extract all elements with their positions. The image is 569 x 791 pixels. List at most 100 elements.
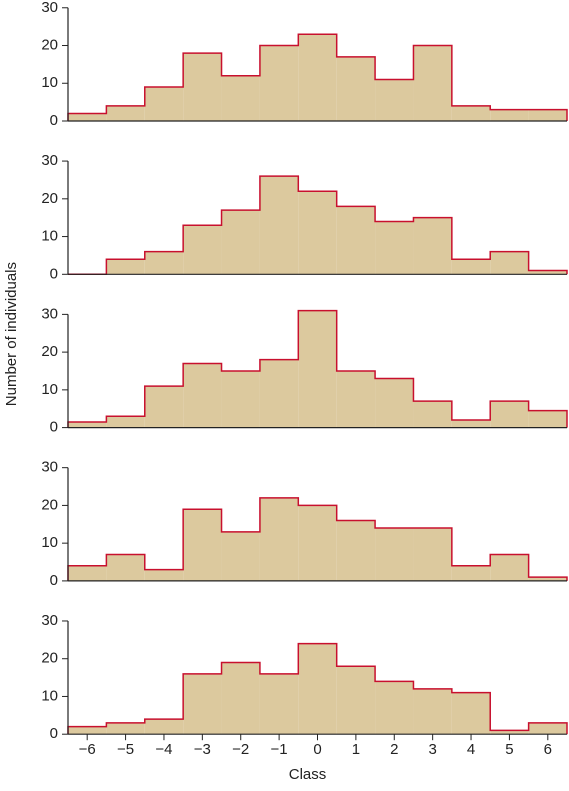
- y-tick-label: 0: [50, 725, 58, 742]
- bar: [298, 643, 337, 735]
- x-tick-label: −6: [79, 741, 96, 758]
- bar: [490, 251, 529, 275]
- y-tick-label: 20: [41, 190, 58, 207]
- x-tick-label: 1: [352, 741, 360, 758]
- bar: [106, 554, 145, 581]
- bar: [183, 225, 222, 275]
- bar: [298, 310, 337, 428]
- bar: [528, 410, 567, 428]
- bar: [68, 726, 107, 735]
- bar: [413, 401, 452, 428]
- y-tick-label: 10: [41, 534, 58, 551]
- bar: [490, 730, 529, 735]
- x-tick-label: 4: [467, 741, 475, 758]
- bar: [336, 666, 376, 735]
- bar: [336, 56, 376, 121]
- bar: [451, 259, 491, 275]
- y-tick-label: 30: [41, 152, 58, 169]
- bar: [528, 722, 567, 735]
- bar: [336, 520, 376, 581]
- bar: [259, 497, 299, 581]
- bar: [144, 87, 184, 121]
- y-tick-label: 0: [50, 112, 58, 129]
- bar: [451, 420, 491, 428]
- bar: [259, 176, 299, 275]
- y-tick-label: 20: [41, 496, 58, 513]
- y-tick-label: 30: [41, 0, 58, 16]
- y-tick-label: 30: [41, 459, 58, 476]
- bar: [68, 113, 107, 121]
- y-axis-label: Number of individuals: [3, 262, 20, 406]
- bar: [259, 673, 299, 735]
- bar: [183, 363, 222, 428]
- outline: [67, 309, 568, 428]
- bar: [221, 370, 260, 428]
- outline: [68, 175, 568, 276]
- bar: [183, 53, 222, 122]
- bar: [144, 251, 184, 275]
- y-tick-label: 10: [41, 687, 58, 704]
- x-tick-label: −4: [155, 741, 172, 758]
- bar: [221, 210, 260, 275]
- bar: [106, 722, 145, 735]
- bar: [336, 206, 376, 275]
- bar: [413, 688, 452, 735]
- y-tick-label: 0: [50, 572, 58, 589]
- bar: [144, 386, 184, 428]
- bar: [259, 359, 299, 428]
- bar: [375, 378, 414, 428]
- bar: [298, 505, 337, 581]
- bar: [106, 416, 145, 428]
- x-axis-label: Class: [289, 766, 327, 783]
- bar: [451, 105, 491, 121]
- bar: [490, 401, 529, 428]
- bar: [221, 75, 260, 121]
- bar: [413, 217, 452, 275]
- bar: [68, 421, 107, 428]
- bar: [490, 109, 529, 121]
- bar: [413, 45, 452, 121]
- bar: [144, 569, 184, 581]
- y-tick-label: 10: [41, 228, 58, 245]
- x-tick-label: −2: [232, 741, 249, 758]
- y-tick-label: 20: [41, 650, 58, 667]
- bar: [413, 528, 452, 581]
- bar: [298, 191, 337, 275]
- bar: [528, 270, 567, 275]
- y-tick-label: 20: [41, 343, 58, 360]
- bar: [375, 221, 414, 275]
- x-tick-label: −1: [271, 741, 288, 758]
- x-tick-label: −3: [194, 741, 211, 758]
- x-tick-label: −5: [117, 741, 134, 758]
- x-tick-label: 6: [544, 741, 552, 758]
- bar: [68, 565, 107, 581]
- y-tick-label: 20: [41, 36, 58, 53]
- bar: [221, 531, 260, 581]
- y-tick-label: 30: [41, 612, 58, 629]
- bar: [298, 34, 337, 121]
- bar: [490, 554, 529, 581]
- bar: [451, 692, 491, 735]
- x-tick-label: 2: [390, 741, 398, 758]
- y-tick-label: 10: [41, 74, 58, 91]
- bar: [528, 109, 567, 121]
- bar: [183, 509, 222, 581]
- bar: [451, 565, 491, 581]
- bar: [221, 662, 260, 735]
- y-tick-label: 30: [41, 305, 58, 322]
- bar: [375, 79, 414, 121]
- outline: [67, 642, 568, 735]
- bar: [144, 719, 184, 735]
- x-tick-label: 3: [428, 741, 436, 758]
- x-tick-label: 0: [313, 741, 321, 758]
- bar: [375, 528, 414, 581]
- bar: [183, 673, 222, 735]
- bar: [375, 681, 414, 735]
- bar: [259, 45, 299, 121]
- outline: [67, 497, 568, 581]
- bar: [106, 259, 145, 275]
- x-tick-label: 5: [505, 741, 513, 758]
- outline: [67, 33, 568, 121]
- y-tick-label: 0: [50, 265, 58, 282]
